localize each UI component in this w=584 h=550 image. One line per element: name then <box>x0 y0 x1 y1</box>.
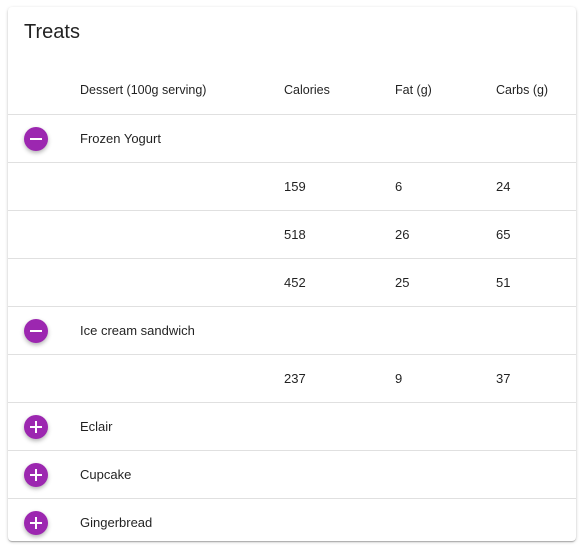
fat-cell: 26 <box>395 227 410 242</box>
collapse-button[interactable] <box>24 127 48 151</box>
fat-cell: 25 <box>395 275 410 290</box>
table-row: 452 25 51 <box>8 259 576 307</box>
header-carbs: Carbs (g) <box>496 83 549 97</box>
dessert-name: Eclair <box>80 419 113 434</box>
expand-button[interactable] <box>24 415 48 439</box>
expand-button[interactable] <box>24 463 48 487</box>
table-row: 159 6 24 <box>8 163 576 211</box>
treats-card: Treats Dessert (100g serving) Calories F… <box>8 7 576 541</box>
dessert-name: Cupcake <box>80 467 132 482</box>
dessert-name: Ice cream sandwich <box>80 323 195 338</box>
card-title: Treats <box>24 21 80 43</box>
fat-cell: 9 <box>395 371 403 386</box>
header-fat: Fat (g) <box>395 83 432 97</box>
calories-cell: 452 <box>284 275 306 290</box>
group-row: Ice cream sandwich <box>8 307 576 355</box>
calories-cell: 518 <box>284 227 306 242</box>
header-dessert: Dessert (100g serving) <box>80 83 207 97</box>
fat-cell: 6 <box>395 179 403 194</box>
carbs-cell: 37 <box>496 371 511 386</box>
group-row: Frozen Yogurt <box>8 115 576 163</box>
carbs-cell: 51 <box>496 275 511 290</box>
group-row: Gingerbread <box>8 499 576 541</box>
header-calories: Calories <box>284 83 330 97</box>
carbs-cell: 65 <box>496 227 511 242</box>
carbs-cell: 24 <box>496 179 511 194</box>
dessert-name: Gingerbread <box>80 515 153 530</box>
group-row: Cupcake <box>8 451 576 499</box>
collapse-button[interactable] <box>24 319 48 343</box>
group-row: Eclair <box>8 403 576 451</box>
table-row: 237 9 37 <box>8 355 576 403</box>
dessert-name: Frozen Yogurt <box>80 131 161 146</box>
table-header-row: Dessert (100g serving) Calories Fat (g) … <box>8 67 576 115</box>
table-row: 518 26 65 <box>8 211 576 259</box>
expand-button[interactable] <box>24 511 48 535</box>
calories-cell: 237 <box>284 371 306 386</box>
calories-cell: 159 <box>284 179 306 194</box>
